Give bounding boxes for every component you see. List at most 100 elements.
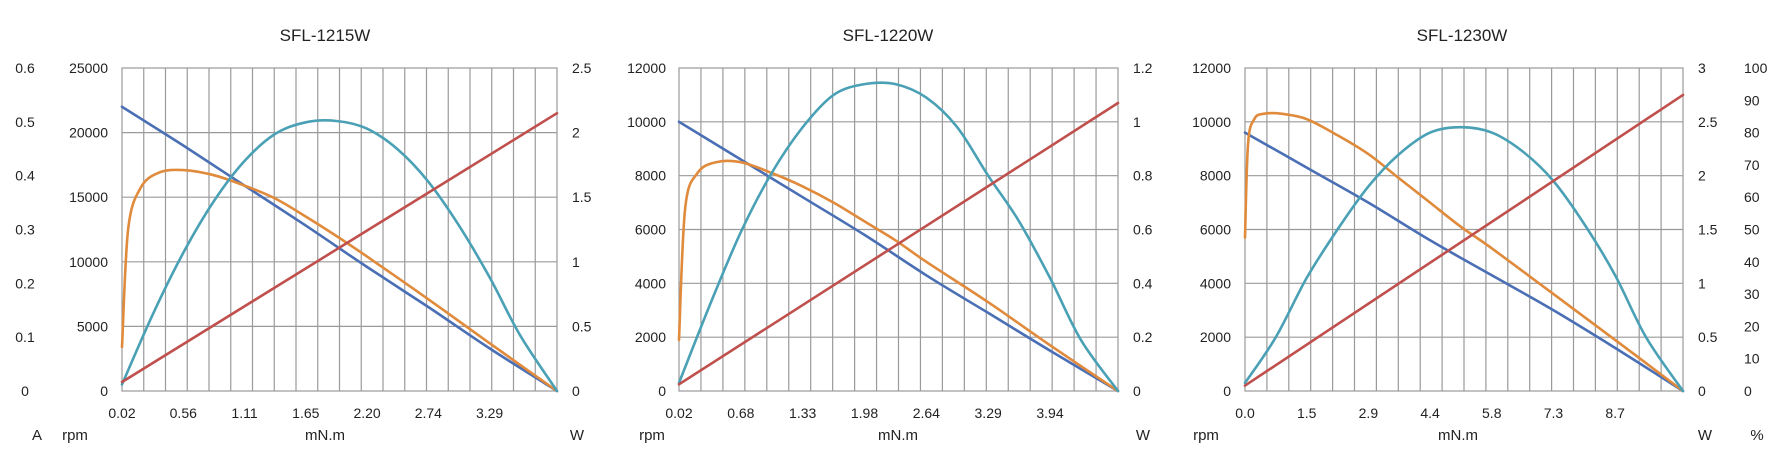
chart-title: SFL-1230W [1417,26,1508,45]
chart-title: SFL-1220W [843,26,934,45]
y3-tick-label: 30 [1744,286,1760,302]
y-tick-label: 5000 [77,318,108,334]
y-tick-label: 8000 [1200,168,1231,184]
y-tick-label: 6000 [635,222,666,238]
x-tick-label: 2.74 [415,405,442,421]
x-axis-label: mN.m [305,427,345,444]
x-axis-label: mN.m [1438,427,1478,444]
chart-3: SFL-1230W 0 2000 4000 6000 8000 10000 12000 0 0.5… [1192,26,1768,444]
y3-tick-label: 40 [1744,254,1760,270]
series-line-speed [1243,93,1685,387]
y-tick-label: 10000 [627,114,666,130]
x-tick-label: 1.33 [789,405,816,421]
y2-tick-label: 0.5 [572,318,592,334]
y3-tick-label: 100 [1744,60,1768,76]
y3-tick-label: 0 [1744,383,1752,399]
y-tick-label-current: 0.3 [15,222,35,238]
series-line-efficiency [1243,111,1685,393]
y-axis-unit: rpm [62,427,88,444]
x-axis-label: mN.m [878,427,918,444]
y-tick-label: 0 [658,383,666,399]
y-tick-label: 2000 [1200,329,1231,345]
y-tick-label-current: 0.5 [15,114,35,130]
y-tick-label: 8000 [635,168,666,184]
x-tick-label: 3.94 [1036,405,1063,421]
y-tick-label: 15000 [69,189,108,205]
series-line-current [120,105,559,393]
y-tick-label: 0 [1223,383,1231,399]
series-line-current [1243,131,1685,393]
y2-tick-label: 2 [1698,168,1706,184]
y2-tick-label: 0.6 [1133,222,1153,238]
y-axis-unit-current: A [32,427,42,444]
y2-tick-label: 1 [1133,114,1141,130]
x-tick-label: 7.3 [1544,405,1564,421]
y2-tick-label: 0.8 [1133,168,1153,184]
y2-tick-label: 2.5 [572,60,592,76]
y3-tick-label: 50 [1744,222,1760,238]
series-line-power [120,119,559,393]
series-line-power [1243,125,1685,393]
y-tick-label: 10000 [69,254,108,270]
y-tick-label: 20000 [69,125,108,141]
y-tick-label-current: 0.1 [15,329,35,345]
y2-tick-label: 1.5 [572,189,592,205]
x-tick-label: 0.02 [108,405,135,421]
x-tick-label: 1.5 [1297,405,1317,421]
y2-tick-label: 1.2 [1133,60,1153,76]
y-tick-label-current: 0 [21,383,29,399]
series-line-speed [120,111,559,384]
x-tick-label: 4.4 [1420,405,1440,421]
chart-2: SFL-1220W 0 2000 4000 6000 8000 10000 12000 0 0.2… [627,26,1153,444]
series-line-efficiency [677,159,1120,393]
y3-tick-label: 70 [1744,157,1760,173]
y3-tick-label: 20 [1744,318,1760,334]
y-tick-label: 4000 [635,275,666,291]
y2-tick-label: 1 [572,254,580,270]
y-tick-label: 0 [100,383,108,399]
y-tick-label: 6000 [1200,222,1231,238]
y2-axis-unit: W [570,427,585,444]
y2-axis-unit: W [1136,427,1151,444]
y2-tick-label: 1 [1698,275,1706,291]
y3-tick-label: 60 [1744,189,1760,205]
y-axis-unit: rpm [1193,427,1219,444]
y-tick-label: 2000 [635,329,666,345]
x-tick-label: 0.56 [170,405,197,421]
y3-tick-label: 80 [1744,125,1760,141]
x-tick-label: 1.65 [292,405,319,421]
y3-tick-label: 10 [1744,351,1760,367]
chart-1: SFL-1215W 0 5000 10000 15000 20000 25000 0 0.1 0.… [15,26,591,444]
y2-tick-label: 0 [1698,383,1706,399]
y2-tick-label: 0 [572,383,580,399]
x-tick-label: 8.7 [1605,405,1625,421]
y2-tick-label: 2.5 [1698,114,1718,130]
x-tick-label: 0.0 [1235,405,1255,421]
series-line-speed [677,101,1120,386]
y-tick-label-current: 0.4 [15,168,35,184]
x-tick-label: 5.8 [1482,405,1502,421]
y2-axis-unit: W [1698,427,1713,444]
y2-tick-label: 1.5 [1698,222,1718,238]
y2-tick-label: 0.2 [1133,329,1153,345]
x-tick-label: 2.9 [1359,405,1379,421]
y2-tick-label: 0 [1133,383,1141,399]
y-tick-label: 10000 [1192,114,1231,130]
y2-tick-label: 2 [572,125,580,141]
x-tick-label: 1.98 [851,405,878,421]
series-line-power [677,81,1120,393]
x-tick-label: 3.29 [975,405,1002,421]
y-tick-label-current: 0.6 [15,60,35,76]
x-tick-label: 2.64 [913,405,940,421]
y-tick-label: 12000 [1192,60,1231,76]
x-tick-label: 3.29 [476,405,503,421]
chart-title: SFL-1215W [280,26,371,45]
y-tick-label: 4000 [1200,275,1231,291]
y2-tick-label: 3 [1698,60,1706,76]
y-tick-label-current: 0.2 [15,275,35,291]
series-line-efficiency [120,168,559,393]
y-tick-label: 12000 [627,60,666,76]
x-tick-label: 2.20 [353,405,380,421]
x-tick-label: 1.11 [231,405,257,421]
